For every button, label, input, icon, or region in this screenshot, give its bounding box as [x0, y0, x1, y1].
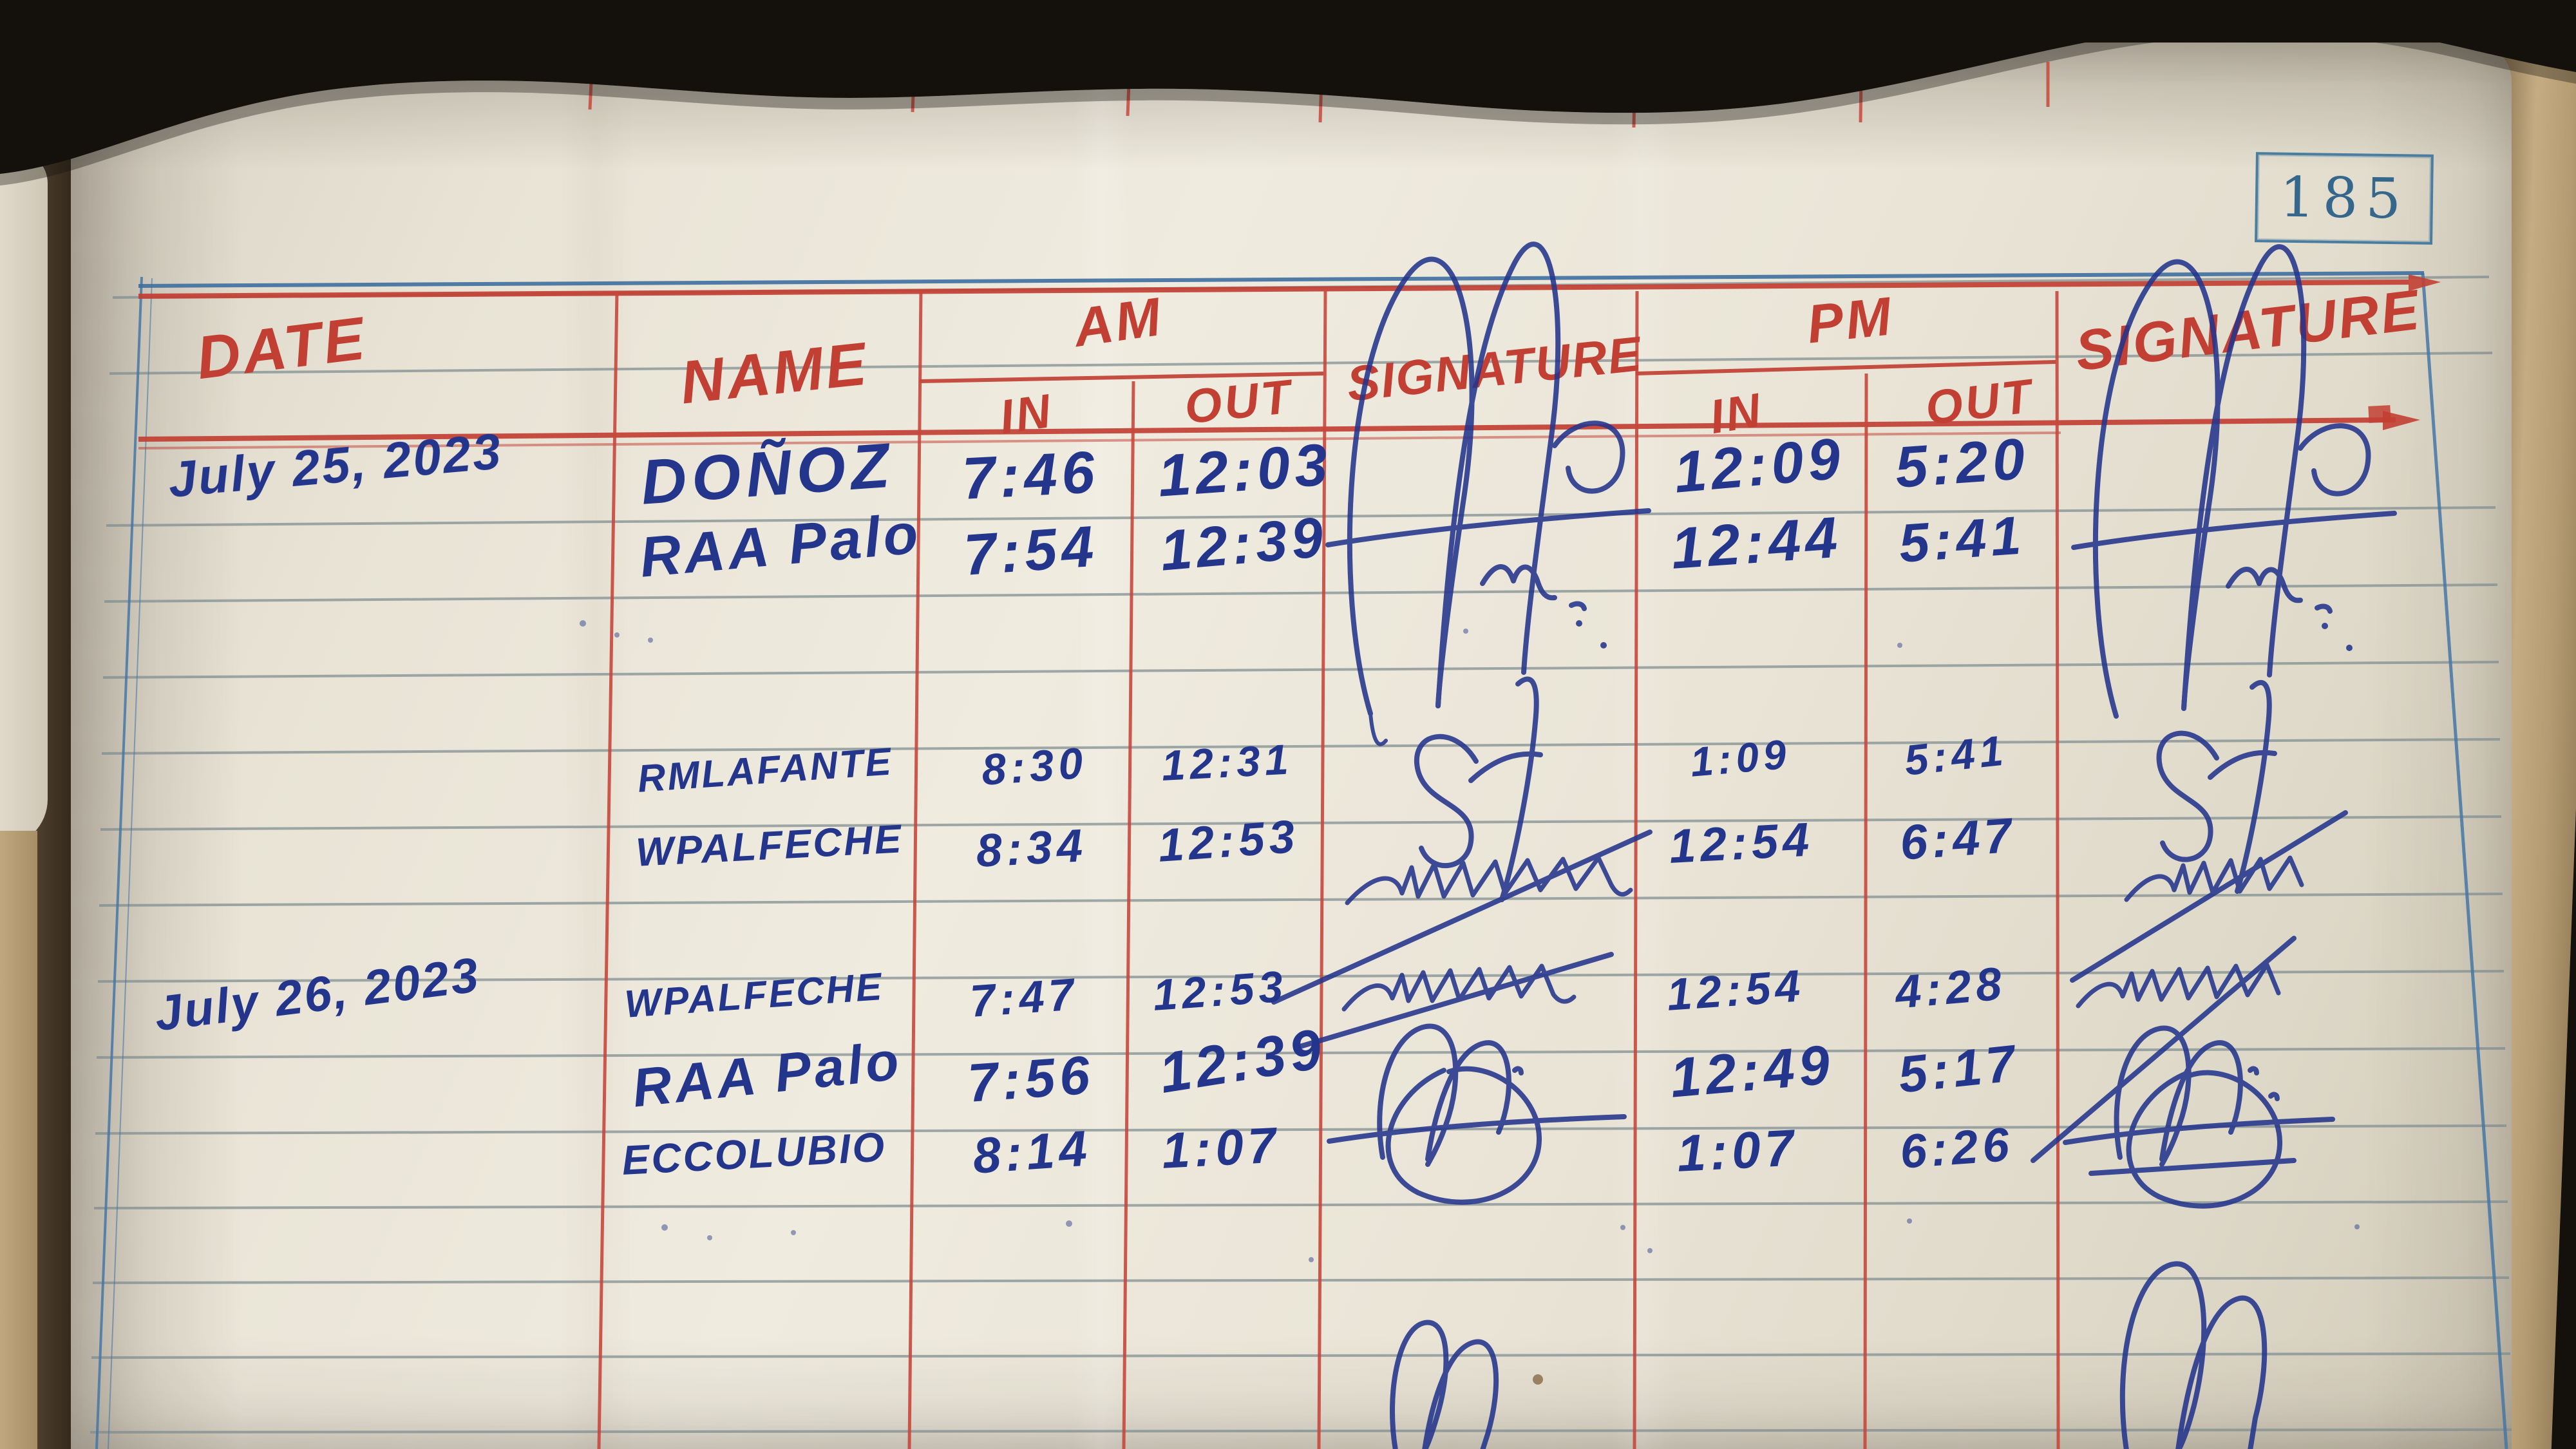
- pm-out-cell: 6:47: [1898, 808, 2018, 871]
- pm-in-cell: 12:09: [1671, 426, 1848, 506]
- name-cell: DOÑOZ: [638, 429, 897, 518]
- pm-in-cell: 1:07: [1675, 1119, 1800, 1182]
- am-out-cell: 12:39: [1157, 504, 1331, 583]
- page-number: 185: [2255, 152, 2434, 245]
- am-in-cell: 8:14: [971, 1119, 1094, 1184]
- header-pm-in: IN: [1706, 383, 1767, 444]
- am-out-cell: 12:53: [1156, 810, 1301, 872]
- pm-out-cell: 5:20: [1893, 426, 2032, 500]
- am-in-cell: 8:34: [974, 819, 1088, 877]
- am-in-cell: 7:54: [961, 514, 1101, 588]
- facing-page-stack-edge: [0, 831, 37, 1449]
- pm-in-cell: 12:54: [1665, 960, 1806, 1020]
- am-in-cell: 7:56: [965, 1044, 1096, 1113]
- am-in-cell: 8:30: [980, 738, 1089, 795]
- pm-out-cell: 5:41: [1897, 504, 2027, 574]
- pm-out-cell: 5:41: [1902, 726, 2010, 784]
- page-number-value: 185: [2279, 165, 2409, 232]
- pm-in-cell: 1:09: [1688, 730, 1793, 786]
- header-am-out: OUT: [1182, 369, 1296, 434]
- am-in-cell: 7:47: [968, 969, 1080, 1027]
- am-out-cell: 12:31: [1160, 735, 1294, 790]
- header-pm: PM: [1804, 285, 1897, 355]
- pm-in-cell: 12:44: [1669, 505, 1844, 582]
- am-out-cell: 12:03: [1155, 431, 1334, 509]
- pm-in-cell: 12:49: [1667, 1033, 1837, 1110]
- pm-in-cell: 12:54: [1667, 812, 1815, 873]
- header-am-in: IN: [996, 383, 1057, 444]
- pm-out-cell: 4:28: [1893, 958, 2009, 1019]
- am-out-cell: 12:53: [1151, 961, 1289, 1020]
- am-out-cell: 1:07: [1160, 1116, 1282, 1179]
- header-am: AM: [1070, 285, 1167, 359]
- header-pm-out: OUT: [1922, 368, 2037, 435]
- pm-out-cell: 6:26: [1898, 1117, 2016, 1179]
- pm-out-cell: 5:17: [1895, 1034, 2022, 1104]
- facing-page-edge: [0, 151, 48, 847]
- am-in-cell: 7:46: [960, 439, 1101, 512]
